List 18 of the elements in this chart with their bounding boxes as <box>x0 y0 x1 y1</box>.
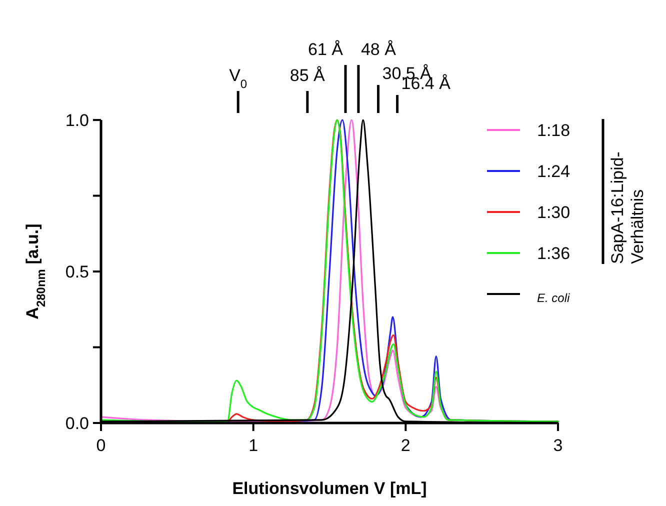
y-tick-label: 0.0 <box>65 414 89 433</box>
legend-title: SapA-16:Lipid-Verhältnis <box>608 152 647 264</box>
x-tick-label: 0 <box>96 436 106 455</box>
legend-label: 1:24 <box>537 162 570 181</box>
ref-line-label: V$_{0}$ <box>229 66 248 91</box>
legend-label: 1:36 <box>537 244 570 263</box>
y-tick-label: 0.5 <box>65 262 89 282</box>
x-tick-label: 3 <box>553 436 563 455</box>
ref-line-label: 48 Å <box>360 40 397 59</box>
x-axis-title: Elutionsvolumen V [mL] <box>232 479 427 498</box>
legend-label: 1:30 <box>537 203 570 222</box>
x-tick-label: 1 <box>248 436 258 455</box>
legend-label: E. coli <box>537 291 570 305</box>
legend-label: 1:18 <box>537 121 570 140</box>
ref-line-label: 85 Å <box>290 66 326 85</box>
y-tick-label: 1.0 <box>65 111 89 130</box>
ref-line-label: 61 Å <box>308 40 344 59</box>
x-tick-label: 2 <box>400 436 410 455</box>
